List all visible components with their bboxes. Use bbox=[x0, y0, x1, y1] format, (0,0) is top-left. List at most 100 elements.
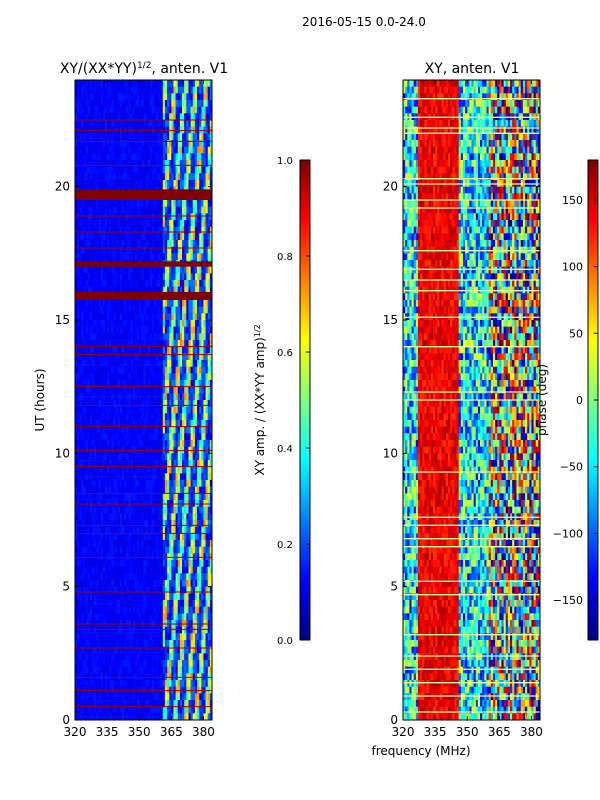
heatmap-cell bbox=[199, 153, 202, 161]
heatmap-cell bbox=[77, 86, 80, 94]
heatmap-cell bbox=[115, 133, 119, 141]
heatmap-cell bbox=[209, 100, 213, 108]
heatmap-cell bbox=[94, 246, 97, 254]
heatmap-cell bbox=[158, 346, 162, 354]
heatmap-cell bbox=[201, 540, 204, 548]
heatmap-cell bbox=[85, 493, 89, 501]
heatmap-cell bbox=[173, 366, 177, 374]
heatmap-cell bbox=[89, 520, 93, 528]
heatmap-cell bbox=[197, 473, 200, 481]
heatmap-cell bbox=[109, 526, 112, 534]
heatmap-cell bbox=[100, 113, 104, 121]
heatmap-cell bbox=[134, 346, 138, 354]
heatmap-cell bbox=[141, 300, 144, 308]
heatmap-cell bbox=[126, 166, 129, 174]
heatmap-cell bbox=[188, 440, 191, 448]
heatmap-cell bbox=[117, 120, 121, 128]
heatmap-cell bbox=[100, 433, 104, 441]
heatmap-cell bbox=[98, 120, 102, 128]
heatmap-cell bbox=[115, 540, 119, 548]
heatmap-cell bbox=[197, 80, 200, 88]
heatmap-cell bbox=[145, 540, 149, 548]
heatmap-cell bbox=[145, 300, 149, 308]
heatmap-cell bbox=[79, 426, 82, 434]
heatmap-cell bbox=[203, 460, 206, 468]
heatmap-cell bbox=[158, 333, 162, 341]
heatmap-cell bbox=[102, 460, 106, 468]
heatmap-cell bbox=[199, 120, 202, 128]
heatmap-cell bbox=[128, 113, 132, 121]
heatmap-cell bbox=[207, 233, 211, 241]
heatmap-cell bbox=[92, 233, 95, 241]
heatmap-cell bbox=[179, 326, 183, 334]
heatmap-cell bbox=[141, 406, 144, 414]
heatmap-cell bbox=[167, 453, 170, 461]
heatmap-cell bbox=[117, 320, 121, 328]
heatmap-cell bbox=[201, 273, 204, 281]
heatmap-cell bbox=[85, 233, 89, 241]
heatmap-cell bbox=[205, 493, 209, 501]
heatmap-cell bbox=[194, 533, 198, 541]
heatmap-cell bbox=[98, 473, 102, 481]
heatmap-cell bbox=[122, 360, 125, 368]
heatmap-cell bbox=[184, 346, 187, 354]
heatmap-cell bbox=[130, 453, 134, 461]
heatmap-cell bbox=[85, 520, 89, 528]
heatmap-cell bbox=[126, 493, 129, 501]
heatmap-cell bbox=[107, 146, 110, 154]
heatmap-cell bbox=[83, 406, 87, 414]
heatmap-cell bbox=[160, 153, 164, 161]
heatmap-cell bbox=[143, 346, 147, 354]
heatmap-cell bbox=[113, 206, 117, 214]
heatmap-cell bbox=[186, 113, 189, 121]
heatmap-cell bbox=[128, 580, 132, 588]
heatmap-cell bbox=[203, 206, 206, 214]
heatmap-cell bbox=[192, 326, 196, 334]
heatmap-cell bbox=[75, 566, 78, 574]
heatmap-cell bbox=[83, 493, 87, 501]
heatmap-cell bbox=[188, 120, 191, 128]
heatmap-cell bbox=[141, 120, 144, 128]
heatmap-cell bbox=[171, 566, 174, 574]
heatmap-cell bbox=[190, 560, 194, 568]
heatmap-cell bbox=[201, 133, 204, 141]
heatmap-cell bbox=[199, 546, 202, 554]
heatmap-cell bbox=[83, 80, 87, 88]
heatmap-cell bbox=[83, 533, 87, 541]
heatmap-cell bbox=[199, 226, 202, 234]
heatmap-cell bbox=[152, 566, 155, 574]
heatmap-cell bbox=[117, 466, 121, 474]
heatmap-cell bbox=[154, 86, 157, 94]
heatmap-cell bbox=[126, 593, 129, 601]
heatmap-cell bbox=[115, 286, 119, 294]
heatmap-cell bbox=[100, 440, 104, 448]
heatmap-cell bbox=[207, 253, 211, 261]
heatmap-cell bbox=[117, 333, 121, 341]
heatmap-cell bbox=[109, 120, 112, 128]
heatmap-cell bbox=[134, 373, 138, 381]
heatmap-cell bbox=[173, 226, 177, 234]
heatmap-cell bbox=[79, 220, 82, 228]
heatmap-cell bbox=[177, 166, 181, 174]
heatmap-cell bbox=[130, 373, 134, 381]
heatmap-cell bbox=[184, 93, 187, 101]
heatmap-cell bbox=[130, 153, 134, 161]
heatmap-cell bbox=[197, 386, 200, 394]
heatmap-cell bbox=[81, 533, 84, 541]
heatmap-cell bbox=[113, 140, 117, 148]
heatmap-cell bbox=[160, 426, 164, 434]
heatmap-cell bbox=[194, 86, 198, 94]
heatmap-cell bbox=[104, 473, 108, 481]
heatmap-cell bbox=[188, 420, 191, 428]
heatmap-cell bbox=[98, 106, 102, 114]
heatmap-cell bbox=[81, 360, 84, 368]
heatmap-cell bbox=[141, 80, 144, 88]
heatmap-cell bbox=[143, 100, 147, 108]
heatmap-cell bbox=[92, 253, 95, 261]
heatmap-cell bbox=[96, 233, 99, 241]
heatmap-cell bbox=[205, 286, 209, 294]
heatmap-cell bbox=[113, 153, 117, 161]
heatmap-cell bbox=[190, 233, 194, 241]
heatmap-cell bbox=[134, 453, 138, 461]
